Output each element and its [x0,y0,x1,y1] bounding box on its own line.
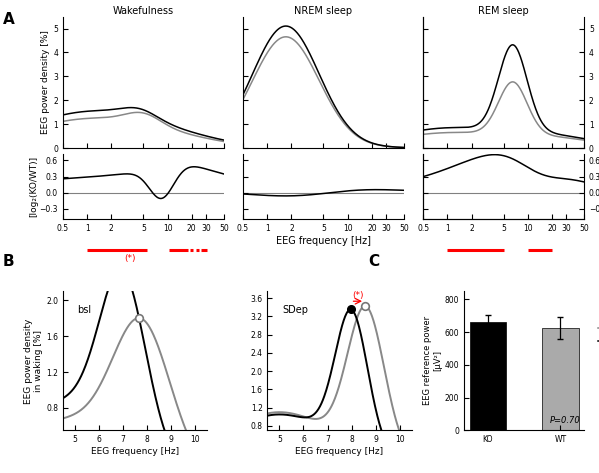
Text: SDep: SDep [282,305,308,315]
Text: (*): (*) [124,254,135,263]
Bar [542,328,579,430]
Y-axis label: EEG power density
in waking [%]: EEG power density in waking [%] [24,318,43,403]
Y-axis label: [log₂(KO/WT)]: [log₂(KO/WT)] [29,156,38,217]
Title: Wakefulness: Wakefulness [113,6,174,16]
X-axis label: EEG frequency [Hz]: EEG frequency [Hz] [295,447,383,456]
Y-axis label: EEG reference power
[μV²]: EEG reference power [μV²] [422,316,442,405]
X-axis label: EEG frequency [Hz]: EEG frequency [Hz] [91,447,179,456]
Text: (*): (*) [352,291,364,300]
Title: NREM sleep: NREM sleep [294,6,353,16]
Text: B: B [3,254,14,270]
Legend: WT, KO: WT, KO [595,321,599,350]
Text: C: C [368,254,380,270]
Y-axis label: EEG power density [%]: EEG power density [%] [41,30,50,134]
Text: bsl: bsl [77,305,92,315]
Text: A: A [3,12,15,27]
Text: P=0.70: P=0.70 [550,416,580,425]
Bar [470,323,506,430]
Title: REM sleep: REM sleep [478,6,529,16]
X-axis label: EEG frequency [Hz]: EEG frequency [Hz] [276,236,371,246]
